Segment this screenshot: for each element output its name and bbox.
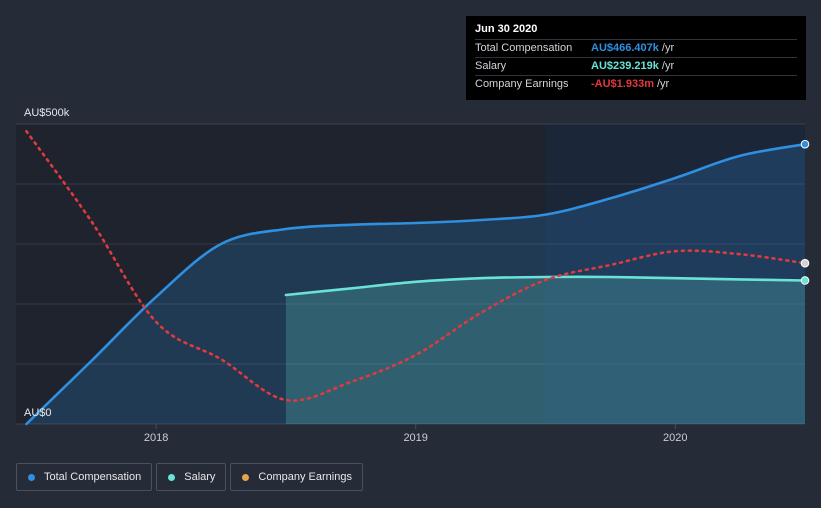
tooltip-row-company-earnings: Company Earnings -AU$1.933m /yr (475, 75, 797, 93)
tooltip-row-salary: Salary AU$239.219k /yr (475, 57, 797, 75)
x-tick-label: 2019 (403, 432, 427, 444)
salary-line (284, 275, 807, 297)
tooltip-label: Salary (475, 60, 507, 72)
legend-label: Salary (184, 471, 216, 483)
tooltip-value: AU$466.407k (591, 42, 659, 54)
tooltip-unit: /yr (656, 78, 670, 90)
x-tick-label: 2018 (144, 432, 168, 444)
y-axis-top-label: AU$500k (24, 107, 70, 119)
tooltip-label: Company Earnings (475, 78, 569, 90)
legend-item-total-compensation[interactable]: Total Compensation (16, 463, 153, 491)
legend-item-salary[interactable]: Salary (156, 463, 227, 491)
tooltip-value: AU$239.219k (591, 60, 659, 72)
legend-dot-icon (242, 473, 250, 481)
forecast-region (545, 124, 805, 424)
tooltip-value: -AU$1.933m (591, 78, 654, 90)
tooltip-date: Jun 30 2020 (475, 23, 538, 35)
tooltip-unit: /yr (661, 60, 675, 72)
company-earnings-end-point (800, 258, 810, 268)
legend-label: Total Compensation (44, 471, 142, 483)
legend-item-company-earnings[interactable]: Company Earnings (230, 463, 363, 491)
salary-end-point (800, 276, 810, 285)
total-compensation-end-point (800, 139, 810, 149)
salary-area (285, 276, 805, 424)
chart-legend: Total Compensation Salary Company Earnin… (16, 463, 363, 491)
legend-dot-icon (168, 473, 176, 481)
tooltip-row-total-compensation: Total Compensation AU$466.407k /yr (475, 39, 797, 57)
tooltip-label: Total Compensation (475, 42, 573, 54)
company-earnings-line (25, 129, 807, 402)
legend-label: Company Earnings (258, 471, 352, 483)
data-tooltip: Jun 30 2020 Total Compensation AU$466.40… (466, 16, 806, 100)
legend-dot-icon (28, 473, 35, 481)
total-compensation-line (25, 142, 807, 426)
total_comp-area (26, 144, 805, 424)
x-tick-label: 2020 (663, 432, 687, 444)
y-axis-bottom-label: AU$0 (24, 407, 52, 419)
tooltip-unit: /yr (661, 42, 675, 54)
